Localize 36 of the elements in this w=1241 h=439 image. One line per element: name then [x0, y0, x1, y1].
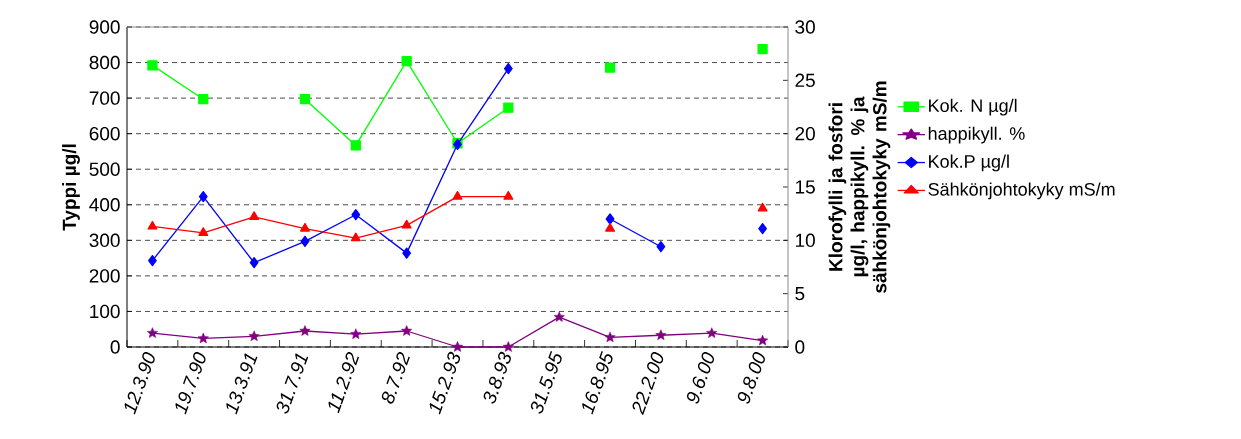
y2-tick-label: 0 — [795, 340, 805, 354]
legend-label: Sähkönjohtokyky mS/m — [928, 182, 1115, 200]
y-tick-label: 500 — [89, 162, 120, 176]
y2-tick-label: 15 — [795, 180, 815, 194]
y2-axis-title: Klorofylli ja fosfori µg/l, happikyll. % ja sähkönjohtokyky mS/m — [828, 81, 891, 293]
x-tick-label: 22.2.00 — [632, 352, 664, 416]
x-tick-label: 16.8.95 — [582, 350, 613, 415]
y2-tick-label: 5 — [795, 287, 805, 301]
legend-label: happikyll. % — [928, 126, 1025, 144]
x-tick-label: 15.2.93 — [429, 351, 461, 415]
y2-tick-label: 30 — [795, 20, 815, 34]
y2-tick-label: 25 — [795, 73, 815, 88]
x-tick-label: 9.6.00 — [686, 352, 715, 404]
y2-tick-label: 10 — [795, 233, 815, 248]
y-tick-label: 400 — [89, 198, 120, 212]
x-tick-label: 8.7.92 — [381, 352, 410, 404]
y-tick-label: 100 — [90, 304, 120, 319]
x-tick-label: 31.7.91 — [276, 353, 309, 414]
x-tick-label: 31.5.95 — [530, 350, 562, 414]
y-tick-label: 800 — [89, 55, 120, 70]
y-tick-label: 0 — [110, 340, 120, 354]
legend-label: Kok. N µg/l — [929, 98, 1017, 116]
legend-label: Kok.P µg/l — [929, 154, 1009, 172]
x-tick-label: 13.3.91 — [226, 353, 258, 415]
y-axis-title: Typpi µg/l — [62, 144, 80, 231]
y-tick-label: 900 — [89, 20, 120, 34]
x-tick-label: 11.2.92 — [328, 352, 360, 414]
y-tick-label: 200 — [89, 269, 120, 283]
x-tick-label: 3.8.93 — [483, 351, 511, 404]
y-tick-label: 600 — [89, 126, 120, 141]
x-tick-label: 19.7.90 — [175, 352, 206, 415]
y-tick-label: 700 — [89, 91, 120, 105]
y-tick-label: 300 — [89, 233, 120, 248]
x-tick-label: 12.3.90 — [124, 352, 155, 415]
x-tick-label: 9.8.00 — [737, 352, 765, 404]
y2-tick-label: 20 — [795, 126, 815, 141]
